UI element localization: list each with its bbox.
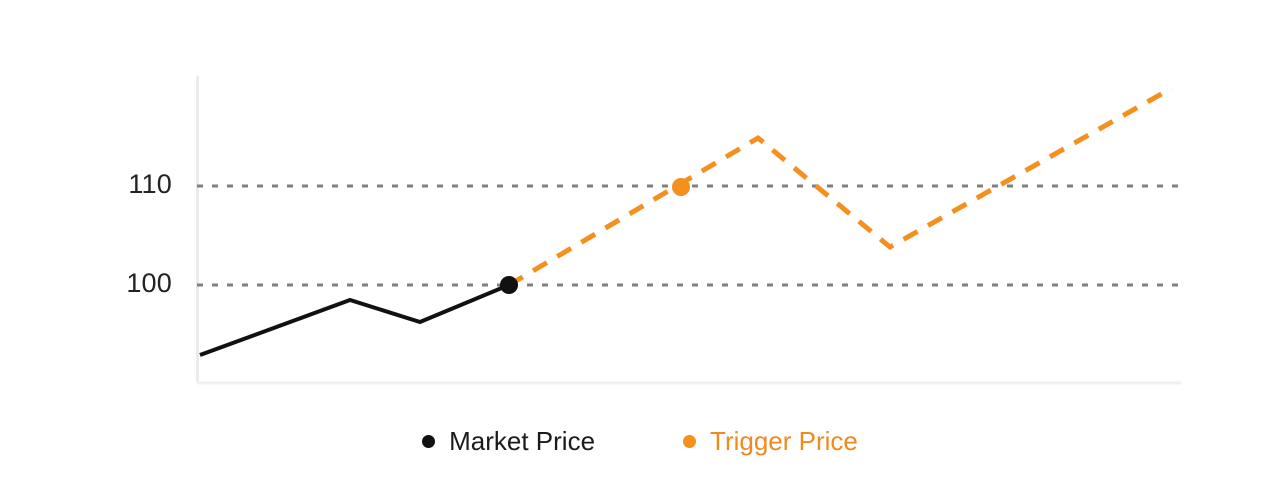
y-axis-tick-110: 110 bbox=[128, 169, 172, 199]
dot-marker-icon-market bbox=[422, 434, 436, 448]
market-price-line bbox=[199, 283, 510, 357]
legend-label-trigger-price: Trigger Price bbox=[710, 426, 858, 456]
legend-item-market-price[interactable]: Market Price bbox=[422, 428, 595, 454]
legend-item-trigger-price[interactable]: Trigger Price bbox=[683, 428, 858, 454]
market-price-marker[interactable] bbox=[500, 276, 518, 294]
y-axis-tick-100: 100 bbox=[126, 268, 172, 298]
legend-label-market-price: Market Price bbox=[449, 426, 596, 456]
trigger-price-line bbox=[507, 85, 1174, 288]
trigger-price-marker[interactable] bbox=[672, 178, 690, 196]
dot-marker-icon-trigger bbox=[683, 434, 697, 448]
chart-legend: Market Price Trigger Price bbox=[0, 421, 1280, 461]
